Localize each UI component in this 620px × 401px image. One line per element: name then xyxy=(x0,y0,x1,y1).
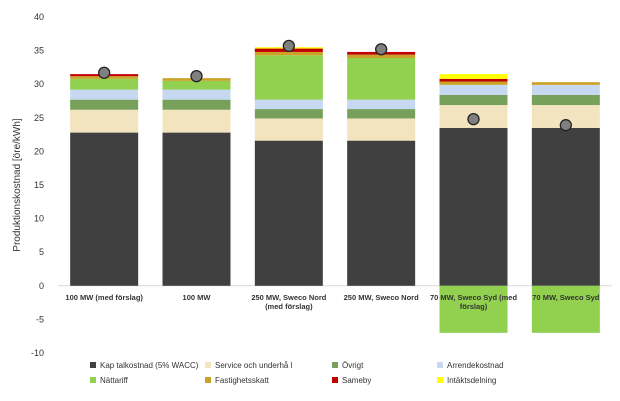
x-tick-label: 70 MW, Sweco Syd (med xyxy=(430,293,518,302)
bar-segment xyxy=(162,109,231,133)
bar-segment xyxy=(254,109,323,119)
y-tick-label: 15 xyxy=(34,180,44,190)
chart-bars xyxy=(70,47,600,333)
x-tick-label: 100 MW (med förslag) xyxy=(65,293,143,302)
bar-segment xyxy=(347,118,416,141)
bar-segment xyxy=(162,80,231,90)
bar-segment xyxy=(162,89,231,100)
bar-segment xyxy=(70,132,139,286)
bar-segment xyxy=(162,132,231,286)
bar-segment xyxy=(70,99,139,110)
legend-item: Nättariff xyxy=(90,376,129,385)
x-tick-label: 100 MW xyxy=(183,293,212,302)
bar-segment xyxy=(254,118,323,141)
bar-segment xyxy=(254,51,323,56)
bar-segment xyxy=(162,99,231,110)
x-tick-label: 250 MW, Sweco Nord xyxy=(251,293,326,302)
bar-segment xyxy=(70,78,139,90)
x-tick-label: förslag) xyxy=(460,302,488,311)
x-tick-label: 250 MW, Sweco Nord xyxy=(344,293,419,302)
chart-markers xyxy=(98,39,572,132)
legend-swatch xyxy=(90,362,96,368)
bar-segment xyxy=(254,55,323,100)
y-tick-label: 35 xyxy=(34,46,44,56)
legend-item: Fastighetsskatt xyxy=(205,376,270,385)
y-axis-label: Produktionskostnad [öre/kWh] xyxy=(12,118,23,252)
y-tick-label: -5 xyxy=(36,314,44,324)
legend-label: Service och underhå l xyxy=(215,361,293,370)
legend-swatch xyxy=(437,362,443,368)
bar-segment xyxy=(439,127,508,286)
bar-segment xyxy=(347,109,416,119)
legend-swatch xyxy=(205,362,211,368)
bar-segment xyxy=(531,285,600,333)
legend-item: Arrendekostnad xyxy=(437,361,503,370)
legend-item: Service och underhå l xyxy=(205,361,293,370)
legend-item: Övrigt xyxy=(332,361,364,370)
total-marker xyxy=(282,39,295,53)
x-tick-label: 70 MW, Sweco Syd xyxy=(532,293,600,302)
legend-swatch xyxy=(332,377,338,383)
y-tick-label: 40 xyxy=(34,12,44,22)
legend-item: Intäktsdelning xyxy=(437,376,496,385)
legend-swatch xyxy=(437,377,443,383)
bar-segment xyxy=(439,78,508,82)
legend-swatch xyxy=(205,377,211,383)
legend-label: Sameby xyxy=(342,376,371,385)
y-tick-label: 5 xyxy=(39,247,44,257)
bar-segment xyxy=(531,84,600,95)
y-tick-label: 0 xyxy=(39,281,44,291)
legend-swatch xyxy=(332,362,338,368)
y-tick-label: 30 xyxy=(34,79,44,89)
bar-segment xyxy=(347,54,416,58)
total-marker xyxy=(467,112,480,126)
legend-label: Övrigt xyxy=(342,361,364,370)
y-tick-label: 25 xyxy=(34,113,44,123)
bar-segment xyxy=(439,81,508,85)
legend-label: Arrendekostnad xyxy=(447,361,503,370)
bar-segment xyxy=(70,109,139,133)
total-marker xyxy=(98,66,111,79)
legend-label: Fastighetsskatt xyxy=(215,376,270,385)
bar-segment xyxy=(439,74,508,79)
bar-segment xyxy=(531,105,600,128)
y-tick-label: 20 xyxy=(34,146,44,156)
bar-segment xyxy=(531,127,600,286)
legend-item: Kap talkostnad (5% WACC) xyxy=(90,361,199,370)
bar-segment xyxy=(531,82,600,85)
legend-label: Nättariff xyxy=(100,376,129,385)
y-tick-label: -10 xyxy=(31,348,44,358)
bar-segment xyxy=(439,84,508,95)
bar-segment xyxy=(347,57,416,100)
chart-labels: -10 -5 0 5 10 15 20 25 30 35 40 Produktionskostnad … xyxy=(12,12,600,358)
total-marker xyxy=(559,119,572,132)
bar-segment xyxy=(347,140,416,286)
legend-label: Kap talkostnad (5% WACC) xyxy=(100,361,199,370)
bar-segment xyxy=(70,89,139,100)
total-marker xyxy=(190,69,203,83)
legend-label: Intäktsdelning xyxy=(447,376,496,385)
bar-segment xyxy=(439,94,508,106)
x-tick-label: (med förslag) xyxy=(265,302,313,311)
y-tick-label: 10 xyxy=(34,214,44,224)
chart-legend: Kap talkostnad (5% WACC) Service och unde… xyxy=(90,361,503,385)
bar-segment xyxy=(254,99,323,110)
bar-segment xyxy=(531,94,600,106)
legend-swatch xyxy=(90,377,96,383)
legend-item: Sameby xyxy=(332,376,371,385)
bar-segment xyxy=(347,99,416,110)
bar-segment xyxy=(439,285,508,333)
total-marker xyxy=(375,43,388,56)
bar-segment xyxy=(254,140,323,286)
